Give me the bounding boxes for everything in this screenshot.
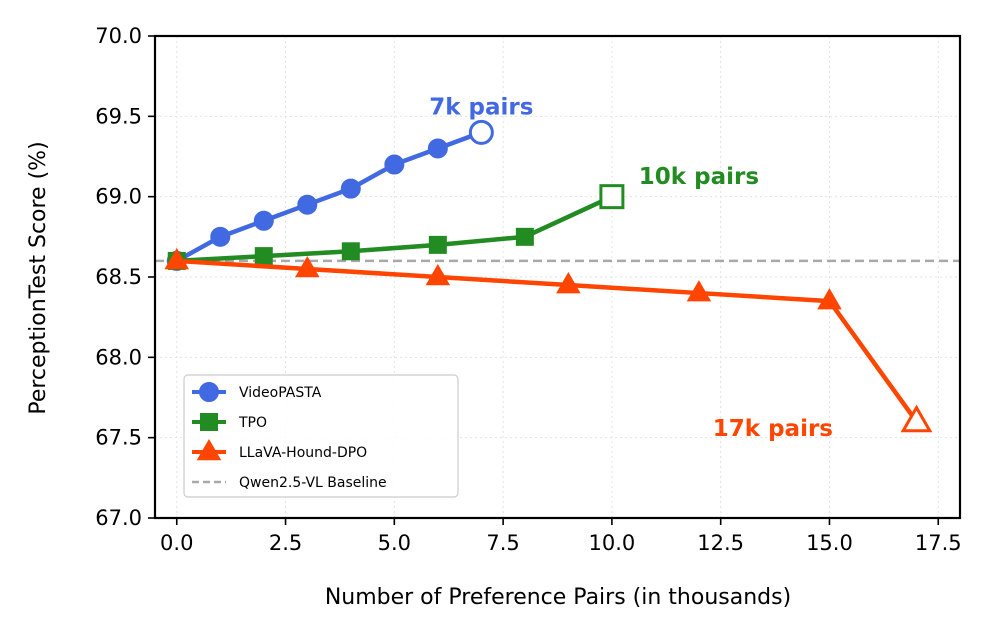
data-point-llava-hound-dpo-5 [817, 288, 842, 310]
data-point-videopasta-1 [210, 226, 231, 247]
legend-box [183, 374, 459, 498]
legend-label-llava-hound-dpo: LLaVA-Hound-DPO [239, 445, 367, 461]
x-tick-label-3: 7.5 [486, 531, 519, 555]
data-point-tpo-5 [599, 184, 625, 210]
data-point-videopasta-4 [340, 178, 361, 199]
data-point-tpo-2 [341, 242, 360, 261]
data-point-llava-hound-dpo-0 [164, 247, 190, 270]
data-point-llava-hound-dpo-6 [900, 404, 933, 433]
x-tick-label-1: 2.5 [269, 531, 302, 555]
y-axis-ticks: 67.0 67.5 68.0 68.5 69.0 69.5 70.0 [95, 24, 155, 530]
x-tick-label-2: 5.0 [378, 531, 411, 555]
data-point-videopasta-6 [427, 138, 448, 159]
series-layer [164, 119, 933, 433]
legend-item-qwen2-5-vl-baseline: Qwen2.5-VL Baseline [192, 475, 387, 491]
series-videopasta [166, 119, 494, 271]
y-axis-label: PerceptionTest Score (%) [26, 141, 51, 414]
y-tick-label-0: 67.0 [95, 506, 142, 530]
data-point-tpo-3 [428, 235, 447, 254]
data-point-llava-hound-dpo-2 [425, 263, 451, 286]
data-point-videopasta-5 [384, 154, 405, 175]
legend-item-videopasta: VideoPASTA [192, 382, 322, 402]
y-tick-label-2: 68.0 [95, 345, 142, 369]
annotation-7k-pairs: 7k pairs [429, 95, 533, 121]
annotations: 7k pairs 10k pairs 17k pairs [429, 95, 833, 442]
legend-label-qwen2-5-vl-baseline: Qwen2.5-VL Baseline [239, 475, 387, 491]
y-tick-label-4: 69.0 [95, 185, 142, 209]
x-tick-label-4: 10.0 [589, 531, 636, 555]
x-tick-label-6: 15.0 [806, 531, 853, 555]
series-line-tpo [176, 194, 613, 264]
legend-marker-videopasta [199, 382, 219, 402]
legend-label-tpo: TPO [238, 415, 267, 431]
y-tick-label-6: 70.0 [95, 24, 142, 48]
data-point-tpo-4 [515, 227, 534, 246]
x-tick-label-0: 0.0 [160, 531, 193, 555]
data-point-videopasta-3 [297, 194, 318, 215]
legend-marker-tpo [200, 413, 218, 431]
y-tick-label-5: 69.5 [95, 104, 142, 128]
data-point-llava-hound-dpo-1 [295, 255, 320, 278]
y-tick-label-3: 68.5 [95, 265, 142, 289]
series-llava-hound-dpo [164, 247, 933, 433]
x-tick-label-5: 12.5 [697, 531, 744, 555]
data-point-videopasta-7 [468, 119, 494, 145]
data-point-llava-hound-dpo-4 [686, 280, 712, 302]
x-tick-label-7: 17.5 [915, 531, 962, 555]
y-tick-label-1: 67.5 [95, 426, 142, 450]
legend-item-tpo: TPO [192, 413, 267, 431]
legend-label-videopasta: VideoPASTA [239, 385, 322, 401]
legend-marker-llava-hound-dpo [196, 438, 222, 461]
data-point-videopasta-2 [253, 210, 274, 231]
x-axis-ticks: 0.0 2.5 5.0 7.5 10.0 12.5 15.0 17.5 [160, 518, 962, 555]
data-point-tpo-1 [254, 247, 273, 266]
legend-item-llava-hound-dpo: LLaVA-Hound-DPO [192, 438, 367, 461]
legend: VideoPASTA TPO LLaVA-Hound-DPO Qwen2.5-VL B… [183, 374, 459, 498]
annotation-10k-pairs: 10k pairs [639, 164, 759, 190]
data-point-llava-hound-dpo-3 [556, 272, 581, 294]
x-axis-label: Number of Preference Pairs (in thousands… [325, 585, 791, 610]
annotation-17k-pairs: 17k pairs [713, 416, 833, 442]
